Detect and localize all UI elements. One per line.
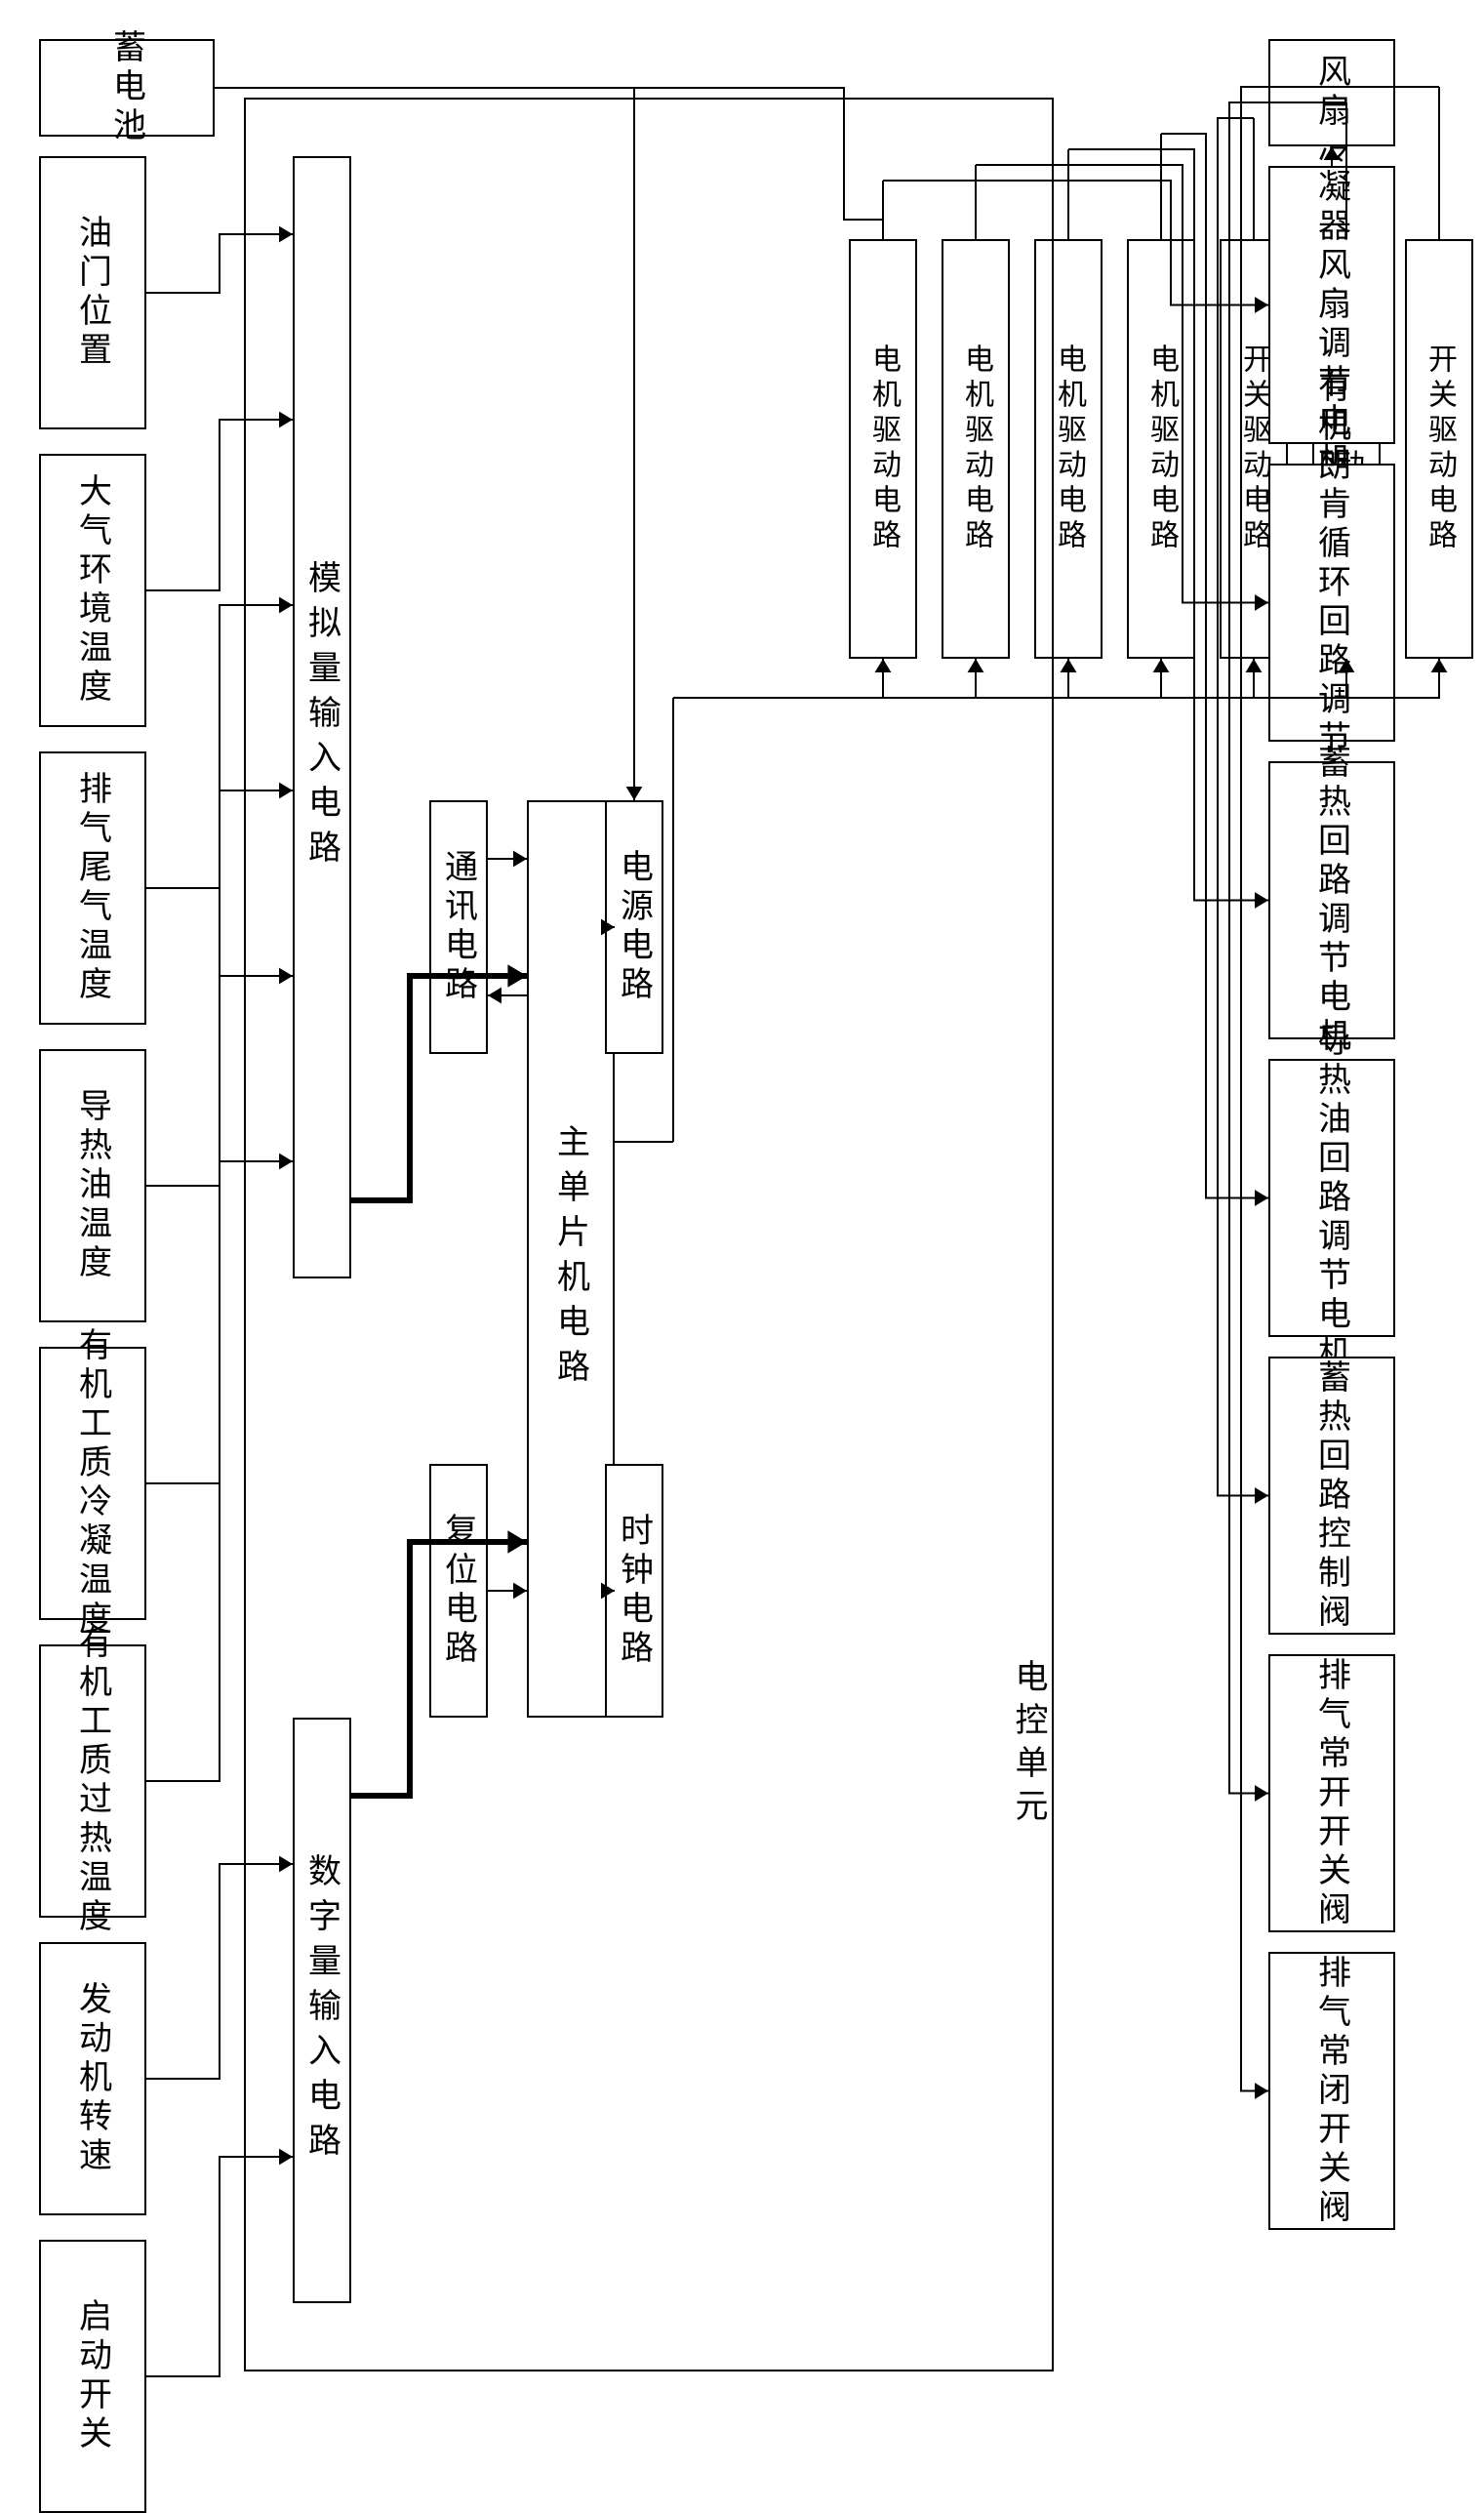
input-in2: 排气尾气温度 [39,751,146,1025]
output-o6-label: 排气常闭开关阀 [1308,1955,1356,2228]
clock-circuit: 时钟电路 [605,1464,663,1718]
comm-circuit: 通讯电路 [429,800,488,1054]
analog-input-circuit: 模拟量输入电路 [293,156,351,1278]
clock-circuit-label: 时钟电路 [611,1513,659,1669]
fan-label: 风扇 [1308,54,1356,132]
driver-d3: 电机驱动电路 [1127,239,1195,659]
digital-input-circuit-label: 数字量输入电路 [299,1853,346,2168]
input-in6: 发动机转速 [39,1942,146,2215]
output-o4-label: 蓄热回路控制阀 [1308,1359,1356,1633]
fan: 风扇 [1268,39,1395,146]
output-o5-label: 排气常开开关阀 [1308,1657,1356,1930]
battery-label: 蓄电池 [103,29,151,146]
output-o5: 排气常开开关阀 [1268,1654,1395,1932]
input-in6-label: 发动机转速 [69,1981,117,2176]
driver-d2-label: 电机驱动电路 [1047,344,1090,554]
reset-circuit-label: 复位电路 [435,1513,483,1669]
input-in3-label: 导热油温度 [69,1088,117,1283]
input-in2-label: 排气尾气温度 [69,771,117,1005]
driver-d6-label: 开关驱动电路 [1418,344,1461,554]
input-in1: 大气环境温度 [39,454,146,727]
output-o6: 排气常闭开关阀 [1268,1952,1395,2230]
output-o1: 有机朗肯循环回路调节电机 [1268,464,1395,742]
driver-d0-label: 电机驱动电路 [862,344,904,554]
power-circuit-label: 电源电路 [611,849,659,1005]
output-o4: 蓄热回路控制阀 [1268,1357,1395,1635]
input-in3: 导热油温度 [39,1049,146,1322]
battery: 蓄电池 [39,39,215,137]
analog-input-circuit-label: 模拟量输入电路 [299,560,346,874]
output-o3: 导热油回路调节电机 [1268,1059,1395,1337]
mcu: 主单片机电路 [527,800,615,1718]
diagram-canvas: 油门位置大气环境温度排气尾气温度导热油温度有机工质冷凝温度有机工质过热温度发动机… [0,0,1484,2449]
driver-d0: 电机驱动电路 [849,239,917,659]
driver-d3-label: 电机驱动电路 [1140,344,1183,554]
driver-d6: 开关驱动电路 [1405,239,1473,659]
mcu-label: 主单片机电路 [547,1124,595,1394]
power-circuit: 电源电路 [605,800,663,1054]
input-in7-label: 启动开关 [69,2298,117,2454]
input-in5: 有机工质过热温度 [39,1644,146,1918]
reset-circuit: 复位电路 [429,1464,488,1718]
input-in0-label: 油门位置 [69,215,117,371]
driver-d1: 电机驱动电路 [942,239,1010,659]
comm-circuit-label: 通讯电路 [435,849,483,1005]
input-in0: 油门位置 [39,156,146,429]
output-o3-label: 导热油回路调节电机 [1308,1023,1356,1374]
input-in4: 有机工质冷凝温度 [39,1347,146,1620]
input-in5-label: 有机工质过热温度 [69,1625,117,1937]
ecu-border [244,98,1054,2371]
input-in1-label: 大气环境温度 [69,473,117,708]
ecu-label: 电控单元 [1005,1659,1053,1831]
output-o2-label: 蓄热回路调节电机 [1308,745,1356,1057]
driver-d2: 电机驱动电路 [1034,239,1103,659]
output-o2: 蓄热回路调节电机 [1268,761,1395,1039]
digital-input-circuit: 数字量输入电路 [293,1718,351,2303]
input-in4-label: 有机工质冷凝温度 [69,1327,117,1640]
input-in7: 启动开关 [39,2240,146,2513]
driver-d1-label: 电机驱动电路 [954,344,997,554]
